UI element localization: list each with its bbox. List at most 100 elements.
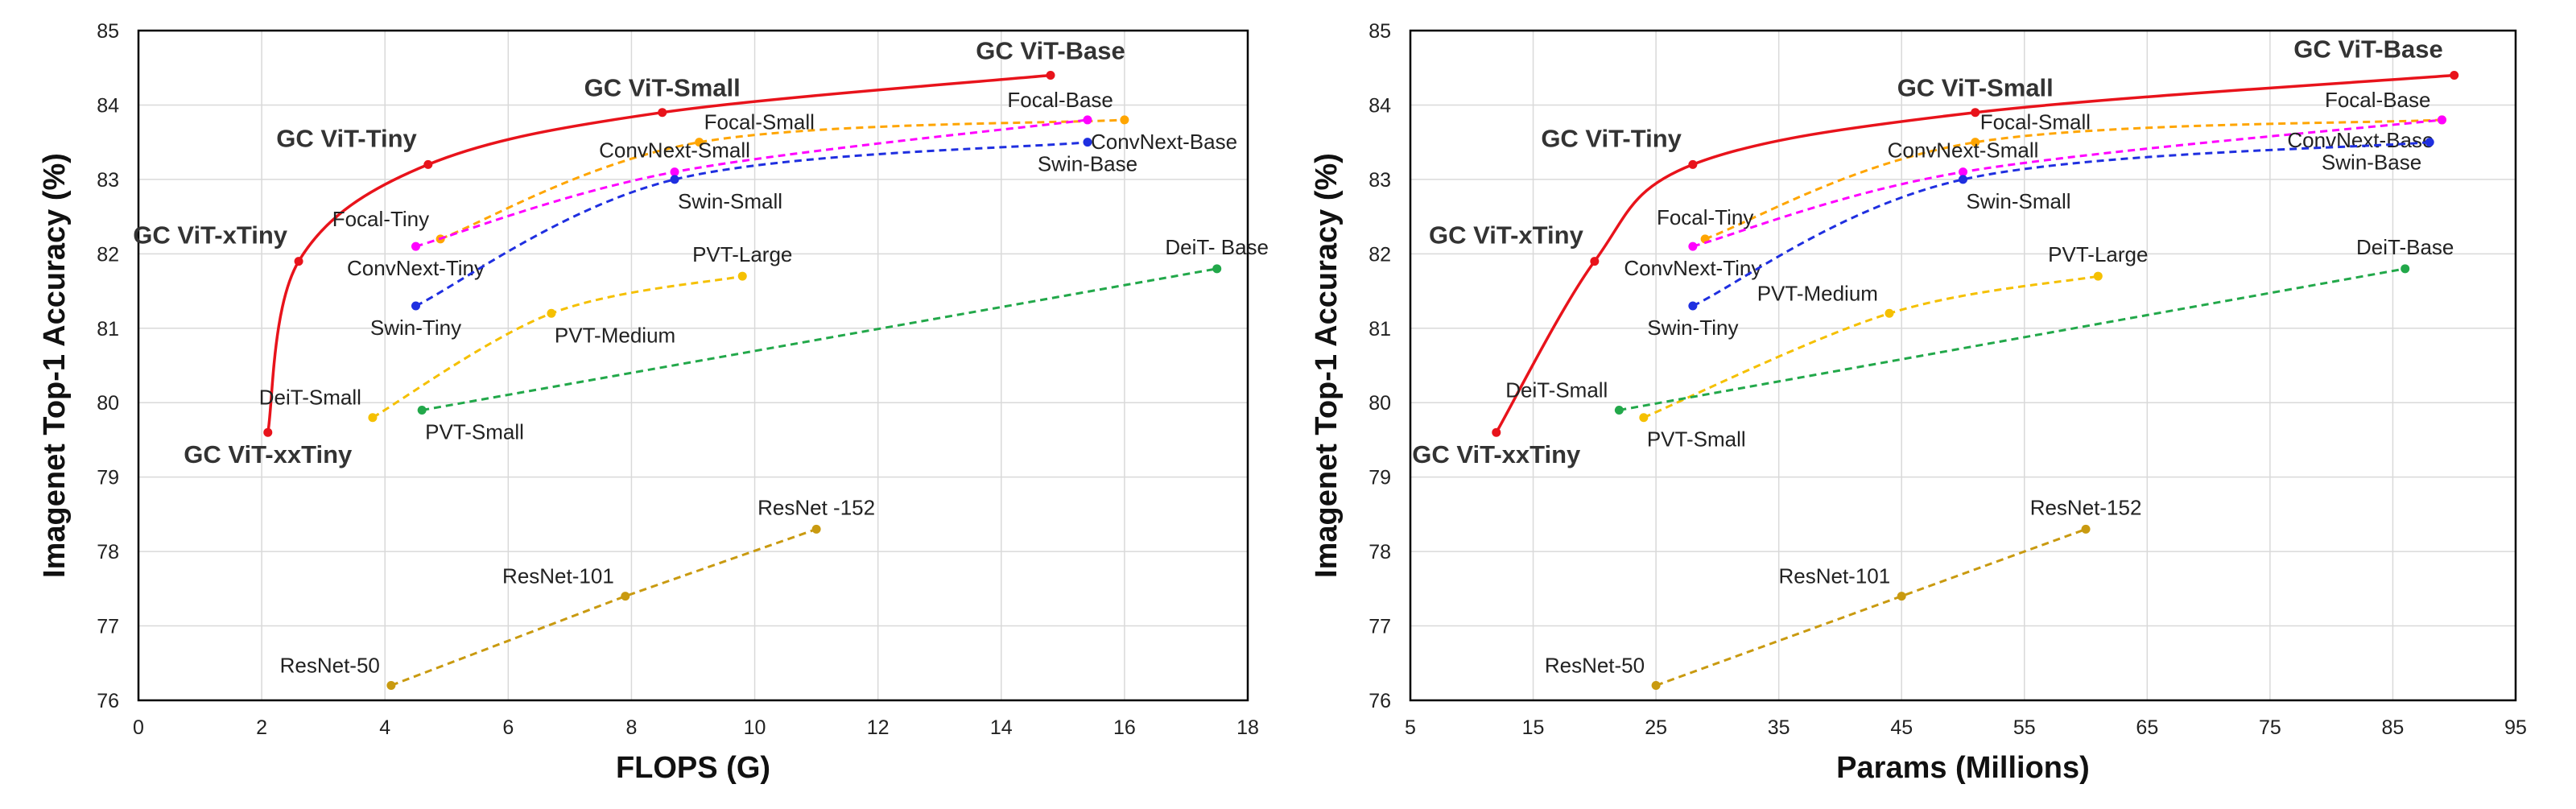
data-label-deit-base: DeiT-Base [2356, 235, 2454, 259]
data-point-gc-vit-base [2450, 70, 2459, 80]
data-point-swin-base [2425, 138, 2434, 147]
data-label-gc-vit-small: GC ViT-Small [584, 74, 741, 102]
data-point-convnext-small [1959, 167, 1967, 177]
data-point-pvt-large [2093, 271, 2103, 281]
data-label-pvt-large: PVT-Large [2048, 242, 2148, 266]
data-point-deit-small [368, 413, 378, 423]
x-tick-label: 85 [2382, 716, 2405, 739]
series-1: Focal-Tiny Focal-Small Focal-Base [332, 88, 1129, 244]
series-line [1692, 141, 2430, 308]
data-point-pvt-medium [547, 308, 556, 318]
x-tick-label: 18 [1236, 716, 1259, 739]
x-tick-label: 55 [2013, 716, 2036, 739]
data-label-swin-tiny: Swin-Tiny [1647, 316, 1738, 340]
data-label-convnext-small: ConvNext-Small [1888, 138, 2039, 163]
y-tick-label: 83 [97, 169, 119, 192]
series-4: DeiT-Small PVT-Medium PVT-Large [259, 242, 792, 423]
data-label-gc-vit-xtiny: GC ViT-xTiny [1429, 221, 1584, 250]
y-tick-label: 76 [1368, 690, 1391, 712]
x-tick-label: 15 [1522, 716, 1545, 739]
data-label-gc-vit-base: GC ViT-Base [976, 36, 1125, 64]
data-point-gc-vit-small [658, 108, 667, 118]
data-label-resnet-152: ResNet-152 [2030, 495, 2142, 519]
data-point-pvt-small [1639, 413, 1649, 423]
data-point-focal-small [695, 138, 704, 147]
data-point-swin-small [1959, 175, 1967, 184]
data-point-swin-tiny [411, 301, 420, 311]
data-point-resnet-152 [2081, 524, 2091, 534]
series-2: ConvNext-Tiny ConvNext-Small ConvNext-Base [347, 115, 1237, 280]
data-label-convnext-small: ConvNext-Small [599, 138, 750, 163]
data-point-gc-vit-base [1046, 70, 1055, 80]
data-label-swin-small: Swin-Small [678, 189, 782, 213]
y-tick-label: 80 [97, 392, 119, 415]
data-point-focal-base [1120, 115, 1129, 125]
data-label-swin-base: Swin-Base [1038, 152, 1137, 176]
series-line [1619, 267, 2405, 411]
data-label-convnext-base: ConvNext-Base [2287, 128, 2434, 152]
data-label-gc-vit-xtiny: GC ViT-xTiny [133, 221, 288, 250]
data-point-gc-vit-xxtiny [1492, 427, 1501, 437]
data-point-gc-vit-tiny [423, 159, 433, 169]
data-label-resnet-50: ResNet-50 [280, 654, 380, 678]
y-tick-label: 78 [1368, 541, 1391, 563]
data-label-pvt-medium: PVT-Medium [1757, 281, 1878, 305]
series-0: GC ViT-xxTiny GC ViT-xTiny GC ViT-Tiny GC V… [133, 36, 1125, 468]
series-5: DeiT-Small DeiT-Base [1505, 235, 2454, 415]
data-label-resnet-101: ResNet-101 [502, 564, 614, 588]
x-tick-label: 4 [379, 716, 390, 739]
y-tick-label: 85 [97, 20, 119, 43]
plot-frame [1409, 29, 2517, 702]
data-label-focal-base: Focal-Base [1007, 88, 1113, 112]
data-point-deit-base [2401, 264, 2410, 274]
data-point-convnext-base [1083, 115, 1092, 125]
data-point-convnext-base [2437, 115, 2446, 125]
y-tick-label: 84 [97, 94, 119, 117]
series-6: ResNet-50 ResNet-101 ResNet-152 [1545, 495, 2142, 691]
data-point-resnet-152 [811, 524, 821, 534]
y-tick-label: 81 [97, 318, 119, 341]
x-tick-label: 0 [133, 716, 144, 739]
data-label-convnext-base: ConvNext-Base [1091, 130, 1237, 154]
data-label-gc-vit-xxtiny: GC ViT-xxTiny [184, 440, 353, 468]
series-line [266, 73, 1051, 433]
data-label-gc-vit-xxtiny: GC ViT-xxTiny [1412, 440, 1581, 468]
data-label-focal-tiny: Focal-Tiny [1657, 205, 1753, 229]
y-tick-label: 81 [1368, 318, 1391, 341]
y-tick-label: 77 [1368, 616, 1391, 638]
data-label-swin-base: Swin-Base [2322, 151, 2421, 175]
data-label-focal-small: Focal-Small [1980, 110, 2091, 134]
data-label-pvt-medium: PVT-Medium [555, 323, 675, 347]
series-line [1495, 73, 2454, 434]
x-tick-label: 75 [2259, 716, 2281, 739]
series-5: PVT-Small DeiT- Base [417, 235, 1269, 444]
data-point-deit-small [1614, 405, 1624, 415]
x-tick-label: 14 [990, 716, 1013, 739]
data-point-convnext-tiny [411, 241, 420, 251]
y-tick-label: 83 [1368, 169, 1391, 192]
series-4: PVT-Small PVT-Medium PVT-Large [1639, 242, 2148, 452]
data-point-convnext-small [670, 167, 679, 177]
data-label-gc-vit-tiny: GC ViT-Tiny [1541, 124, 1682, 152]
x-tick-label: 10 [744, 716, 766, 739]
data-point-resnet-101 [621, 592, 630, 601]
chart-panel-2: 5 15 25 35 45 55 65 75 85 95 76 77 78 79 80 81 82 83 84 85 P… [1310, 20, 2527, 785]
data-point-pvt-medium [1885, 308, 1894, 318]
x-tick-label: 8 [625, 716, 637, 739]
x-tick-label: 25 [1645, 716, 1667, 739]
data-point-focal-small [1971, 138, 1980, 147]
data-label-pvt-small: PVT-Small [1647, 427, 1746, 452]
series-3: Swin-Tiny Swin-Small Swin-Base [370, 138, 1137, 340]
data-point-gc-vit-xxtiny [263, 427, 273, 437]
y-tick-label: 77 [97, 616, 119, 638]
data-label-focal-tiny: Focal-Tiny [332, 207, 429, 231]
data-label-deit-small: DeiT-Small [1505, 378, 1608, 402]
plot-frame [137, 29, 1249, 702]
data-label-focal-base: Focal-Base [2325, 88, 2431, 112]
data-label-gc-vit-small: GC ViT-Small [1897, 74, 2054, 102]
x-tick-label: 16 [1113, 716, 1136, 739]
x-tick-label: 45 [1890, 716, 1913, 739]
y-tick-label: 78 [97, 541, 119, 563]
data-point-convnext-tiny [1688, 241, 1698, 251]
